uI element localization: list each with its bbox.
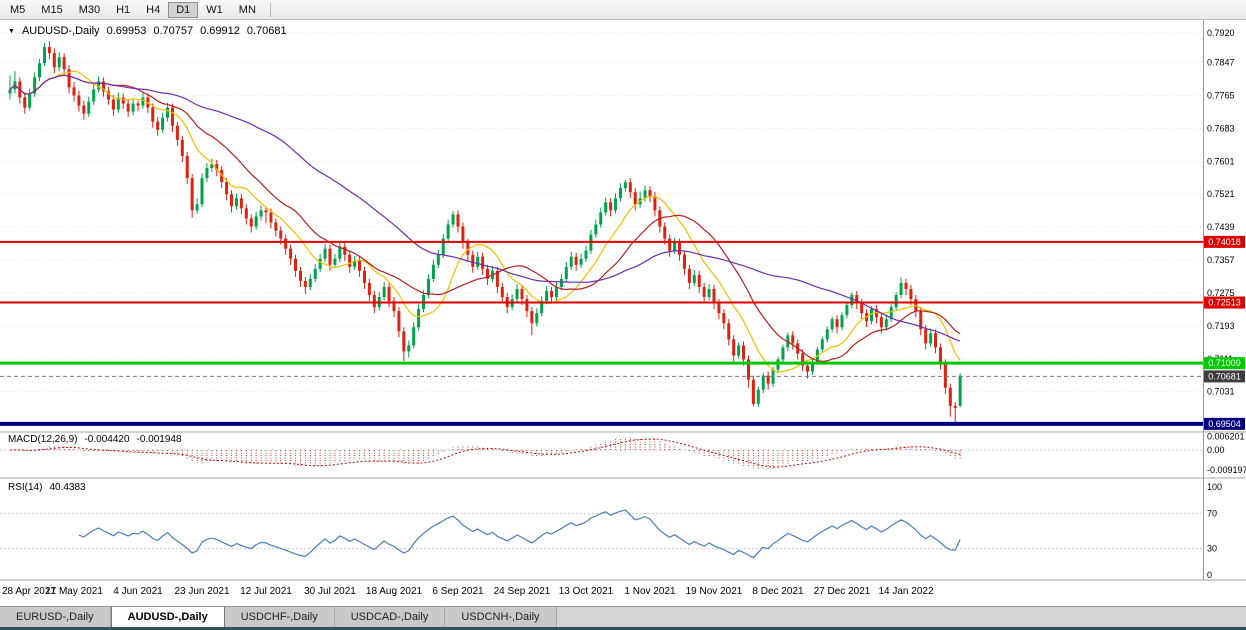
- chart-tab-usdchf[interactable]: USDCHF-,Daily: [224, 607, 335, 627]
- rsi-axis-label: 30: [1207, 544, 1217, 554]
- price-axis-label: 0.7439: [1207, 222, 1235, 232]
- price-level-badges: 0.74018 0.72513 0.71009 0.69504 0.70681: [1204, 235, 1245, 430]
- chart-tab-usdcnh[interactable]: USDCNH-,Daily: [445, 607, 557, 627]
- timeframe-button-M15[interactable]: M15: [33, 2, 70, 18]
- macd-panel: [0, 436, 1203, 471]
- date-axis-label: 24 Sep 2021: [494, 586, 551, 597]
- price-axis-label: 0.7920: [1207, 28, 1235, 38]
- price-axis-label: 0.7683: [1207, 124, 1235, 134]
- timeframe-button-H4[interactable]: H4: [138, 2, 168, 18]
- price-level-badge: [1204, 417, 1245, 430]
- rsi-panel: [0, 509, 1203, 559]
- price-level-badge-text: 0.72513: [1208, 298, 1241, 308]
- date-axis-label: 18 Aug 2021: [366, 586, 423, 597]
- rsi-axis-label: 0: [1207, 570, 1212, 580]
- candlestick-series: [8, 41, 962, 425]
- price-gridlines: [0, 32, 1203, 425]
- date-axis-label: 19 Nov 2021: [686, 586, 743, 597]
- price-axis-label: 0.7765: [1207, 90, 1235, 100]
- timeframe-toolbar: M5 M15 M30 H1 H4 D1 W1 MN: [0, 0, 1246, 20]
- macd-axis-label: 0.00: [1207, 445, 1225, 455]
- price-level-badge-text: 0.71009: [1208, 358, 1241, 368]
- chart-canvas[interactable]: 0.7920 0.7847 0.7765 0.7683 0.7601 0.7521 0.74…: [0, 20, 1246, 606]
- toolbar-divider: [269, 2, 271, 17]
- window-bottom-edge: [0, 627, 1246, 630]
- date-axis-label: 4 Jun 2021: [113, 586, 163, 597]
- price-level-badge: [1204, 235, 1245, 248]
- date-axis-label: 30 Jul 2021: [304, 586, 356, 597]
- price-axis-label: 0.7521: [1207, 189, 1235, 199]
- date-axis-label: 14 Jan 2022: [878, 586, 933, 597]
- timeframe-button-M30[interactable]: M30: [71, 2, 108, 18]
- panel-separators: [0, 431, 1246, 581]
- price-axis-label: 0.7847: [1207, 57, 1235, 67]
- timeframe-button-D1[interactable]: D1: [168, 1, 199, 18]
- price-axis-label: 0.7193: [1207, 321, 1235, 331]
- date-axis-label: 1 Nov 2021: [624, 586, 676, 597]
- price-level-badge-text: 0.69504: [1208, 419, 1241, 429]
- timeframe-button-W1[interactable]: W1: [198, 2, 231, 18]
- price-level-badge-text: 0.70681: [1208, 371, 1241, 381]
- timeframe-button-H1[interactable]: H1: [108, 2, 138, 18]
- date-axis-label: 8 Dec 2021: [752, 586, 804, 597]
- date-axis-label: 27 Dec 2021: [814, 586, 871, 597]
- date-axis-label: 28 Apr 2021: [2, 586, 56, 597]
- date-axis-label: 12 Jul 2021: [240, 586, 292, 597]
- macd-axis-label: -0.009197: [1207, 465, 1246, 475]
- macd-axis-label: 0.006201: [1207, 432, 1245, 442]
- chart-tab-audusd[interactable]: AUDUSD-,Daily: [110, 607, 225, 627]
- chart-tab-eurusd[interactable]: EURUSD-,Daily: [0, 607, 111, 627]
- price-level-badge: [1204, 357, 1245, 370]
- date-axis-label: 6 Sep 2021: [432, 586, 484, 597]
- timeframe-button-MN[interactable]: MN: [231, 2, 264, 18]
- chart-tabs-bar: EURUSD-,Daily AUDUSD-,Daily USDCHF-,Daily U…: [0, 606, 1246, 627]
- price-level-badge: [1204, 370, 1245, 383]
- price-level-badge-text: 0.74018: [1208, 237, 1241, 247]
- price-level-badge: [1204, 296, 1245, 309]
- price-axis-label: 0.7031: [1207, 386, 1235, 396]
- timeframe-button-M5[interactable]: M5: [2, 2, 33, 18]
- price-axis-label: 0.7275: [1207, 288, 1235, 298]
- price-axis-label: 0.7357: [1207, 255, 1235, 265]
- date-axis-label: 23 Jun 2021: [174, 586, 229, 597]
- rsi-axis-label: 70: [1207, 508, 1217, 518]
- price-axis-label: 0.7601: [1207, 157, 1235, 167]
- date-axis-label: 17 May 2021: [45, 586, 103, 597]
- date-axis-label: 13 Oct 2021: [559, 586, 614, 597]
- chart-tab-usdcad[interactable]: USDCAD-,Daily: [334, 607, 446, 627]
- rsi-axis-label: 100: [1207, 482, 1222, 492]
- support-resistance-lines: [0, 240, 1203, 426]
